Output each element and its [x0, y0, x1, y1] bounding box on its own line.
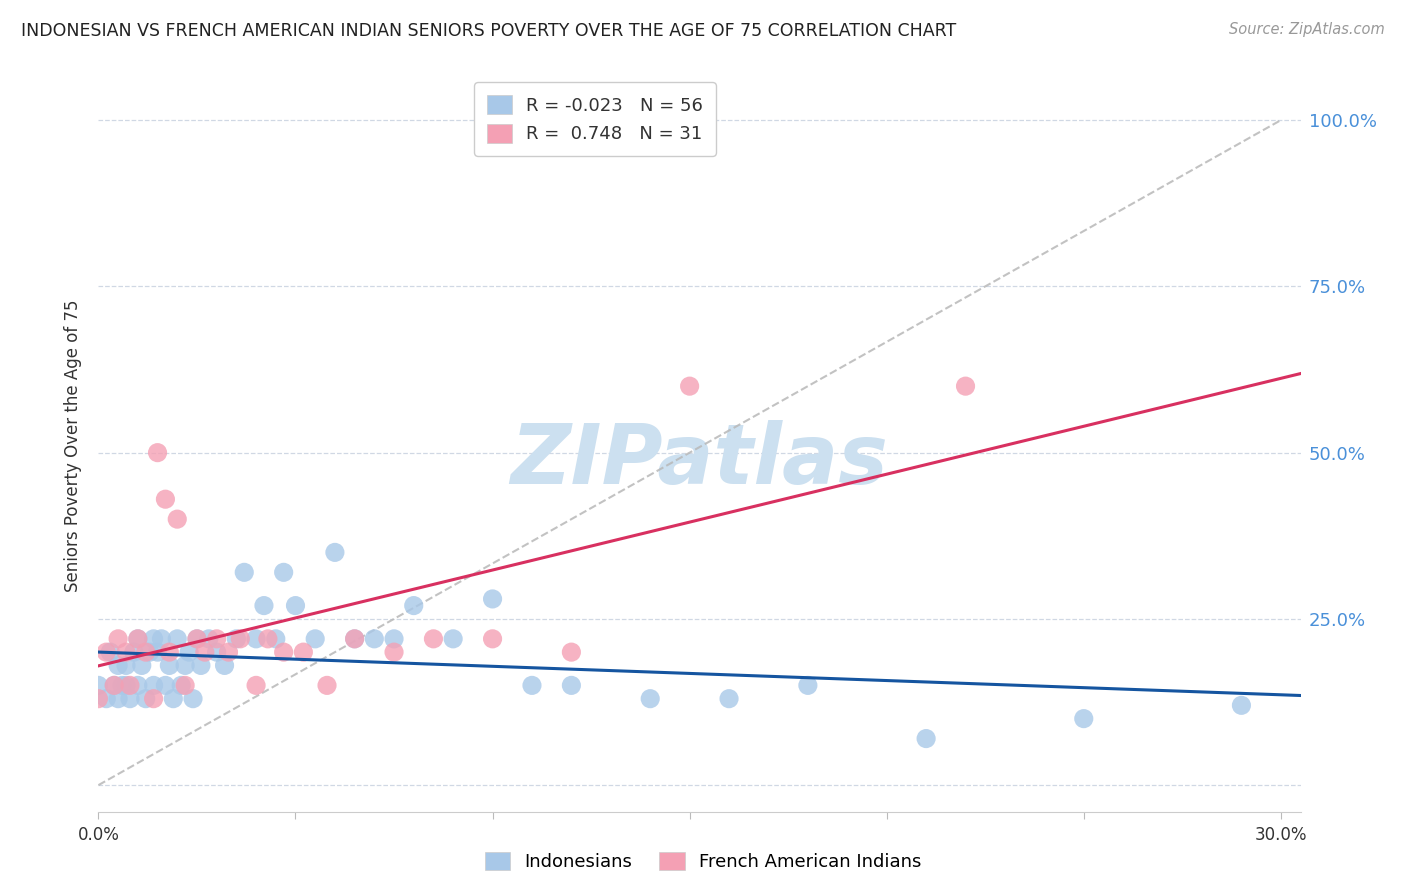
Text: Source: ZipAtlas.com: Source: ZipAtlas.com — [1229, 22, 1385, 37]
Point — [155, 678, 177, 692]
Point — [205, 632, 228, 646]
Point — [87, 678, 110, 692]
Point — [441, 632, 464, 646]
Point — [127, 632, 149, 646]
Point — [166, 512, 188, 526]
Point — [304, 632, 326, 646]
Point — [284, 599, 307, 613]
Point — [127, 678, 149, 692]
Point — [166, 632, 188, 646]
Point — [253, 599, 276, 613]
Point — [98, 645, 121, 659]
Point — [111, 678, 134, 692]
Point — [174, 658, 197, 673]
Point — [382, 645, 405, 659]
Point — [363, 632, 385, 646]
Point — [142, 678, 165, 692]
Point — [422, 632, 444, 646]
Point — [103, 678, 125, 692]
Point — [218, 645, 240, 659]
Point — [382, 632, 405, 646]
Point — [135, 691, 157, 706]
Point — [257, 632, 280, 646]
Point — [103, 678, 125, 692]
Point — [118, 678, 141, 692]
Point — [245, 632, 267, 646]
Text: ZIPatlas: ZIPatlas — [510, 420, 889, 501]
Point — [292, 645, 315, 659]
Point — [560, 645, 582, 659]
Point — [1073, 712, 1095, 726]
Point — [229, 632, 252, 646]
Point — [87, 691, 110, 706]
Point — [142, 632, 165, 646]
Point — [146, 445, 169, 459]
Point — [186, 632, 208, 646]
Point — [107, 632, 129, 646]
Point — [138, 645, 160, 659]
Point — [205, 645, 228, 659]
Point — [481, 632, 503, 646]
Point — [481, 591, 503, 606]
Point — [96, 645, 118, 659]
Point — [142, 691, 165, 706]
Text: INDONESIAN VS FRENCH AMERICAN INDIAN SENIORS POVERTY OVER THE AGE OF 75 CORRELAT: INDONESIAN VS FRENCH AMERICAN INDIAN SEN… — [21, 22, 956, 40]
Point — [214, 658, 236, 673]
Point — [96, 691, 118, 706]
Point — [560, 678, 582, 692]
Point — [174, 678, 197, 692]
Point — [197, 632, 219, 646]
Point — [273, 645, 295, 659]
Point — [718, 691, 741, 706]
Point — [264, 632, 287, 646]
Point — [273, 566, 295, 580]
Point — [520, 678, 543, 692]
Point — [915, 731, 938, 746]
Point — [177, 645, 200, 659]
Point — [402, 599, 425, 613]
Point — [316, 678, 339, 692]
Point — [1230, 698, 1253, 713]
Point — [797, 678, 820, 692]
Legend: Indonesians, French American Indians: Indonesians, French American Indians — [478, 845, 928, 879]
Point — [323, 545, 346, 559]
Point — [162, 691, 184, 706]
Point — [122, 645, 145, 659]
Point — [245, 678, 267, 692]
Point — [115, 658, 138, 673]
Point — [107, 691, 129, 706]
Point — [190, 658, 212, 673]
Point — [181, 691, 204, 706]
Point — [343, 632, 366, 646]
Point — [115, 678, 138, 692]
Point — [135, 645, 157, 659]
Point — [225, 632, 247, 646]
Point — [955, 379, 977, 393]
Point — [127, 632, 149, 646]
Point — [150, 632, 173, 646]
Point — [343, 632, 366, 646]
Point — [678, 379, 700, 393]
Point — [157, 645, 180, 659]
Point — [146, 645, 169, 659]
Point — [155, 492, 177, 507]
Y-axis label: Seniors Poverty Over the Age of 75: Seniors Poverty Over the Age of 75 — [65, 300, 83, 592]
Point — [233, 566, 256, 580]
Point — [186, 632, 208, 646]
Point — [107, 658, 129, 673]
Point — [115, 645, 138, 659]
Point — [157, 658, 180, 673]
Point — [194, 645, 217, 659]
Point — [118, 691, 141, 706]
Point — [638, 691, 661, 706]
Point — [131, 658, 153, 673]
Point — [170, 678, 193, 692]
Legend: R = -0.023   N = 56, R =  0.748   N = 31: R = -0.023 N = 56, R = 0.748 N = 31 — [474, 82, 716, 156]
